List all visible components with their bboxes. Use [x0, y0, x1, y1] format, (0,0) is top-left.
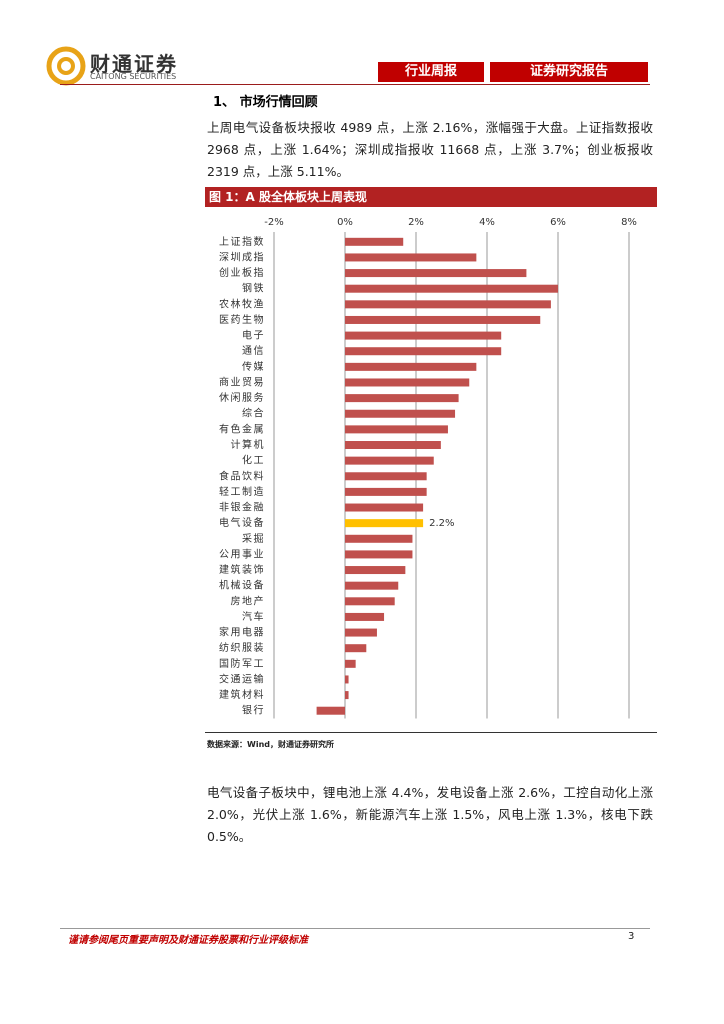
bar [345, 331, 502, 340]
category-label: 公用事业 [219, 547, 265, 560]
bar [345, 472, 427, 481]
bar [345, 237, 404, 246]
bar [345, 269, 527, 278]
page-number: 3 [628, 931, 635, 942]
category-label: 食品饮料 [219, 469, 265, 482]
bar [345, 425, 448, 434]
bar [345, 597, 395, 606]
footer-disclaimer: 谨请参阅尾页重要声明及财通证券股票和行业评级标准 [68, 935, 308, 946]
bar [345, 456, 434, 465]
bar [345, 300, 551, 309]
category-label: 有色金属 [219, 422, 265, 435]
bar [345, 534, 413, 543]
category-label: 建筑材料 [219, 688, 265, 701]
x-tick-label: -2% [264, 217, 283, 228]
x-tick-label: 6% [550, 217, 566, 228]
bar [316, 706, 345, 715]
bar [345, 347, 502, 356]
bar [345, 566, 406, 575]
category-label: 钢铁 [242, 282, 265, 295]
source-note: 数据来源：Wind，财通证券研究所 [207, 740, 334, 749]
category-label: 医药生物 [219, 313, 265, 326]
header-rule [60, 84, 650, 85]
category-label: 休闲服务 [219, 391, 265, 404]
category-label: 电气设备 [219, 516, 265, 529]
bar [345, 644, 367, 653]
bar [345, 675, 349, 684]
bar [345, 628, 377, 637]
x-tick-label: 0% [337, 217, 353, 228]
x-tick-label: 2% [408, 217, 424, 228]
category-label: 机械设备 [219, 579, 265, 592]
category-label: 纺织服装 [219, 641, 265, 654]
figure-title: 图 1：A 股全体板块上周表现 [205, 187, 657, 207]
bar [345, 519, 424, 528]
category-label: 采掘 [242, 532, 265, 545]
report-tag: 证券研究报告 [490, 62, 648, 82]
category-label: 家用电器 [219, 626, 265, 639]
figure-rule [205, 732, 657, 733]
bar [345, 441, 441, 450]
category-label: 上证指数 [219, 235, 265, 248]
category-label: 深圳成指 [219, 250, 265, 263]
category-label: 通信 [242, 345, 265, 357]
bar [345, 284, 558, 293]
x-tick-label: 4% [479, 217, 495, 228]
bar [345, 659, 356, 668]
logo-en: CAITONG SECURITIES [90, 72, 177, 81]
chart: -2% 0% 2% 4% 6% 8% 上证指数深圳成指创业板指钢铁农林牧渔医药生物电子通信传… [219, 217, 637, 719]
bar [345, 581, 399, 590]
logo-cn: 财通证券 [90, 52, 178, 76]
footer-rule [60, 928, 650, 929]
category-label: 国防军工 [219, 657, 265, 670]
bar [345, 394, 459, 403]
paragraph: 上周电气设备板块报收 4989 点，上涨 2.16%，涨幅强于大盘。上证指数报收… [207, 120, 653, 179]
category-label: 农林牧渔 [219, 297, 265, 310]
bar [345, 487, 427, 496]
bar [345, 612, 385, 621]
logo-icon [46, 46, 86, 86]
category-label: 创业板指 [219, 266, 265, 279]
report-tag: 行业周报 [378, 62, 484, 82]
category-label: 建筑装饰 [219, 563, 265, 576]
bar [345, 253, 477, 262]
category-label: 轻工制造 [219, 485, 265, 498]
category-label: 非银金融 [219, 501, 265, 514]
category-label: 银行 [242, 704, 265, 717]
bar [345, 362, 477, 371]
bar [345, 691, 349, 700]
category-label: 化工 [242, 454, 265, 467]
category-label: 房地产 [231, 594, 266, 607]
category-label: 电子 [242, 329, 265, 342]
category-label: 综合 [242, 407, 265, 420]
paragraph: 电气设备子板块中，锂电池上涨 4.4%，发电设备上涨 2.6%，工控自动化上涨 … [207, 785, 653, 844]
category-label: 汽车 [242, 610, 265, 623]
bar [345, 503, 424, 512]
bar [345, 378, 470, 387]
category-label: 商业贸易 [219, 375, 265, 388]
bar [345, 409, 456, 418]
category-label: 传媒 [242, 361, 265, 373]
bar [345, 550, 413, 559]
bar [345, 315, 541, 324]
value-label: 2.2% [429, 518, 454, 529]
category-label: 计算机 [231, 438, 266, 451]
category-label: 交通运输 [219, 672, 265, 685]
x-tick-label: 8% [621, 217, 637, 228]
section-title: 1、 市场行情回顾 [213, 95, 318, 110]
